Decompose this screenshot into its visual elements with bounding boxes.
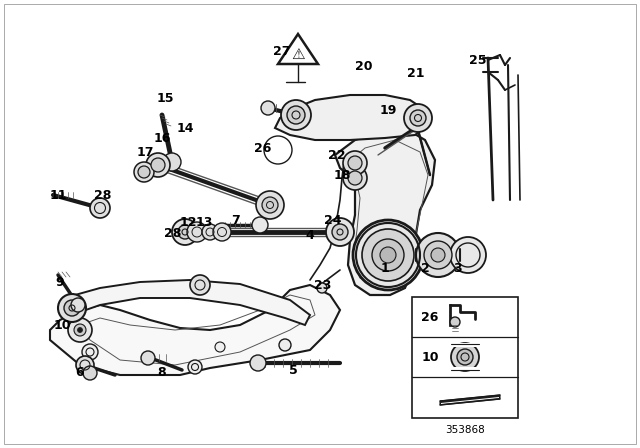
Circle shape bbox=[332, 224, 348, 240]
Text: 7: 7 bbox=[230, 214, 239, 227]
Circle shape bbox=[348, 171, 362, 185]
Circle shape bbox=[64, 300, 80, 316]
Text: 3: 3 bbox=[454, 262, 462, 275]
Circle shape bbox=[250, 355, 266, 371]
Circle shape bbox=[74, 324, 86, 336]
Text: 27: 27 bbox=[273, 44, 291, 57]
Circle shape bbox=[252, 217, 268, 233]
Circle shape bbox=[450, 237, 486, 273]
Circle shape bbox=[264, 136, 292, 164]
Circle shape bbox=[410, 110, 426, 126]
Text: 353868: 353868 bbox=[445, 425, 485, 435]
Circle shape bbox=[424, 241, 452, 269]
Circle shape bbox=[68, 318, 92, 342]
Circle shape bbox=[76, 356, 94, 374]
Text: 8: 8 bbox=[157, 366, 166, 379]
Circle shape bbox=[348, 156, 362, 170]
Text: 28: 28 bbox=[94, 189, 112, 202]
Circle shape bbox=[457, 349, 473, 365]
Polygon shape bbox=[275, 95, 428, 140]
Text: 4: 4 bbox=[306, 228, 314, 241]
Text: ⚠: ⚠ bbox=[291, 47, 305, 61]
Text: 11: 11 bbox=[49, 189, 67, 202]
Circle shape bbox=[202, 224, 218, 240]
Text: 9: 9 bbox=[56, 276, 64, 289]
Text: 12: 12 bbox=[179, 215, 196, 228]
Text: 6: 6 bbox=[76, 366, 84, 379]
Circle shape bbox=[146, 153, 170, 177]
Text: 1: 1 bbox=[381, 262, 389, 275]
Circle shape bbox=[372, 239, 404, 271]
Text: 24: 24 bbox=[324, 214, 342, 227]
Polygon shape bbox=[50, 285, 340, 375]
Circle shape bbox=[163, 153, 181, 171]
Circle shape bbox=[90, 198, 110, 218]
Circle shape bbox=[71, 298, 85, 312]
Text: 26: 26 bbox=[421, 310, 438, 323]
Text: 10: 10 bbox=[53, 319, 71, 332]
Text: 19: 19 bbox=[380, 103, 397, 116]
Circle shape bbox=[362, 229, 414, 281]
Circle shape bbox=[178, 225, 192, 239]
Circle shape bbox=[151, 158, 165, 172]
Bar bbox=[412, 297, 518, 418]
Circle shape bbox=[380, 247, 396, 263]
Text: 21: 21 bbox=[407, 66, 425, 79]
Text: 14: 14 bbox=[176, 121, 194, 134]
Text: 18: 18 bbox=[333, 168, 351, 181]
Text: 5: 5 bbox=[289, 363, 298, 376]
Circle shape bbox=[141, 351, 155, 365]
Circle shape bbox=[83, 366, 97, 380]
Circle shape bbox=[187, 222, 207, 242]
Circle shape bbox=[404, 104, 432, 132]
Circle shape bbox=[450, 317, 460, 327]
Circle shape bbox=[262, 197, 278, 213]
Circle shape bbox=[77, 327, 83, 332]
Text: 22: 22 bbox=[328, 148, 346, 161]
Circle shape bbox=[431, 248, 445, 262]
Circle shape bbox=[353, 220, 423, 290]
Circle shape bbox=[256, 191, 284, 219]
Circle shape bbox=[134, 162, 154, 182]
Circle shape bbox=[188, 360, 202, 374]
Text: 15: 15 bbox=[156, 91, 173, 104]
Circle shape bbox=[326, 218, 354, 246]
Polygon shape bbox=[65, 280, 310, 325]
Text: 17: 17 bbox=[136, 146, 154, 159]
Circle shape bbox=[215, 342, 225, 352]
Polygon shape bbox=[441, 397, 499, 404]
Text: 26: 26 bbox=[254, 142, 272, 155]
Text: 13: 13 bbox=[195, 215, 212, 228]
Circle shape bbox=[416, 233, 460, 277]
Polygon shape bbox=[440, 395, 500, 405]
Circle shape bbox=[343, 166, 367, 190]
Text: 10: 10 bbox=[421, 350, 439, 363]
Circle shape bbox=[190, 275, 210, 295]
Polygon shape bbox=[335, 130, 435, 295]
Circle shape bbox=[138, 166, 150, 178]
Circle shape bbox=[317, 283, 327, 293]
Circle shape bbox=[451, 343, 479, 371]
Circle shape bbox=[343, 151, 367, 175]
Bar bbox=[451, 343, 479, 347]
Circle shape bbox=[58, 294, 86, 322]
Circle shape bbox=[279, 339, 291, 351]
Text: 20: 20 bbox=[355, 60, 372, 73]
Circle shape bbox=[261, 101, 275, 115]
Text: 25: 25 bbox=[469, 53, 487, 66]
Circle shape bbox=[213, 223, 231, 241]
Circle shape bbox=[287, 106, 305, 124]
Bar bbox=[451, 367, 479, 371]
Circle shape bbox=[82, 344, 98, 360]
Text: 16: 16 bbox=[154, 132, 171, 145]
Circle shape bbox=[281, 100, 311, 130]
Text: 2: 2 bbox=[420, 262, 429, 275]
Polygon shape bbox=[278, 34, 318, 64]
Circle shape bbox=[172, 219, 198, 245]
Text: 23: 23 bbox=[314, 279, 332, 292]
Text: 28: 28 bbox=[164, 227, 182, 240]
